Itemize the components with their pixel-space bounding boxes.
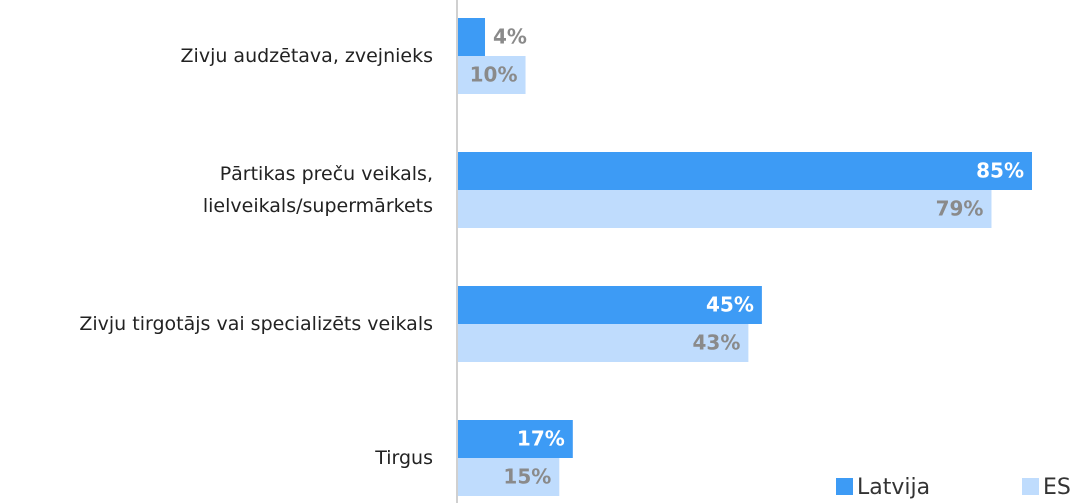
category-label: Tirgus [375, 447, 433, 469]
category-label: Zivju tirgotājs vai specializēts veikals [79, 313, 433, 335]
value-label: 4% [493, 25, 527, 49]
legend-swatch [1022, 478, 1039, 495]
legend-label: ES [1043, 475, 1071, 500]
bar [458, 458, 560, 496]
bar [458, 56, 526, 94]
bar [458, 420, 573, 458]
bar [458, 152, 1032, 190]
legend-label: Latvija [857, 475, 930, 500]
value-label: 85% [976, 159, 1024, 183]
value-label: 79% [936, 197, 984, 221]
legend-swatch [836, 478, 853, 495]
value-label: 45% [706, 293, 754, 317]
category-label: Zivju audzētava, zvejnieks [180, 45, 433, 67]
bar [458, 324, 749, 362]
value-label: 15% [503, 465, 551, 489]
bar [458, 286, 762, 324]
value-label: 10% [470, 63, 518, 87]
value-label: 17% [517, 427, 565, 451]
bar [458, 190, 992, 228]
value-label: 43% [693, 331, 741, 355]
category-label: Pārtikas preču veikals, lielveikals/supe… [202, 163, 433, 217]
bar [458, 18, 486, 56]
